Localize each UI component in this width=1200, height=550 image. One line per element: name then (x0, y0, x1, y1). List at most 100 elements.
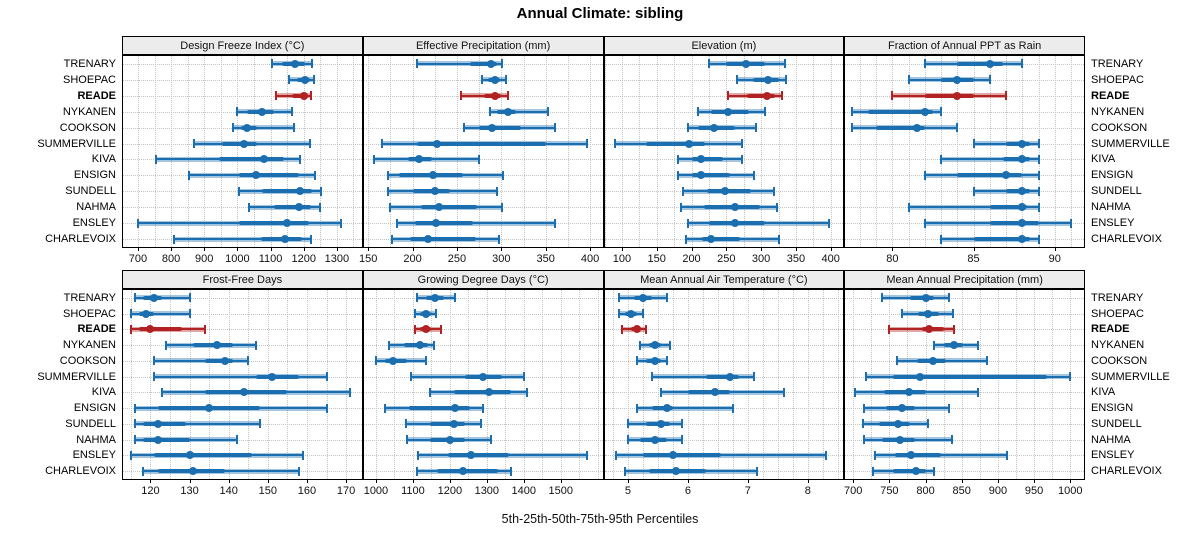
whisker-cap-5th (188, 170, 191, 180)
interquartile-bar-25-75 (691, 173, 730, 178)
gridline-vertical (287, 56, 289, 247)
gridline-vertical (908, 56, 910, 247)
whisker-cap-5th (153, 356, 156, 366)
gridline-vertical (726, 56, 728, 247)
whisker-cap-95th (495, 186, 498, 196)
whisker-line (973, 142, 1039, 145)
median-dot (730, 219, 739, 228)
gridline-vertical (130, 290, 132, 479)
whisker-cap-95th (665, 356, 668, 366)
whisker-cap-5th (488, 107, 491, 117)
gridline-vertical (621, 56, 623, 247)
whisker-line (154, 359, 249, 362)
whisker-line (489, 110, 549, 113)
gridline-horizontal (604, 345, 844, 347)
gridline-vertical (612, 290, 614, 479)
median-dot (1018, 203, 1027, 212)
whisker-cap-95th (1037, 170, 1040, 180)
median-dot (668, 451, 677, 460)
station-label-left: NAHMA (76, 433, 116, 446)
whisker-cap-95th (780, 91, 783, 101)
interquartile-bar-25-75 (989, 221, 1039, 226)
median-dot (258, 107, 267, 116)
gridline-horizontal (604, 423, 844, 425)
interquartile-bar-25-75 (421, 205, 478, 210)
gridline-vertical (150, 290, 152, 479)
axis-tick (997, 479, 999, 483)
whisker-cap-5th (614, 450, 617, 460)
axis-tick (560, 479, 562, 483)
station-label-right: NAHMA (1091, 433, 1131, 446)
axis-tick (691, 247, 693, 251)
whisker-cap-5th (697, 107, 700, 117)
whisker-cap-95th (755, 123, 758, 133)
panel-2: 150 200 250 300 350 400 (359, 55, 604, 265)
gridline-vertical (743, 56, 745, 247)
gridline-vertical (691, 56, 693, 247)
axis-tick (267, 479, 269, 483)
axis-tick (961, 479, 963, 483)
whisker-cap-5th (888, 324, 891, 334)
whisker-cap-95th (1037, 154, 1040, 164)
whisker-cap-5th (236, 107, 239, 117)
median-dot (725, 372, 734, 381)
median-dot (435, 203, 444, 212)
axis-tick (501, 247, 503, 251)
station-label-left: SUMMERVILLE (37, 137, 116, 150)
whisker-cap-95th (204, 324, 207, 334)
whisker-cap-95th (489, 435, 492, 445)
median-dot (953, 75, 962, 84)
interquartile-bar-25-75 (1006, 141, 1031, 146)
interquartile-bar-25-75 (409, 237, 477, 242)
median-dot (488, 123, 497, 132)
whisker-cap-95th (482, 403, 485, 413)
gridline-vertical (468, 290, 470, 479)
whisker-cap-95th (291, 107, 294, 117)
gridline-vertical (1034, 290, 1036, 479)
whisker-cap-5th (626, 435, 629, 445)
gridline-vertical (778, 56, 780, 247)
gridline-horizontal (845, 329, 1084, 331)
station-label-left: ENSLEY (72, 217, 116, 230)
whisker-cap-5th (687, 218, 690, 228)
whisker-cap-5th (687, 123, 690, 133)
axis-tick (150, 479, 152, 483)
station-label-right: SUMMERVILLE (1091, 370, 1170, 383)
gridline-vertical (1054, 56, 1056, 247)
median-dot (1018, 219, 1027, 228)
whisker-cap-95th (1005, 91, 1008, 101)
gridline-vertical (390, 56, 392, 247)
panel-7: 5 6 7 8 (603, 289, 845, 497)
whisker-cap-5th (386, 170, 389, 180)
whisker-cap-5th (923, 170, 926, 180)
axis-tick-label: 1300 (324, 253, 350, 265)
gridline-vertical (237, 56, 239, 247)
whisker-cap-95th (339, 218, 342, 228)
median-dot (421, 325, 430, 334)
axis-tick-label: 400 (821, 253, 840, 265)
interquartile-bar-25-75 (142, 437, 190, 442)
gridline-vertical (303, 56, 305, 247)
axis-tick (621, 247, 623, 251)
median-dot (154, 435, 163, 444)
gridline-horizontal (363, 423, 603, 425)
whisker-cap-5th (129, 324, 132, 334)
axis-tick (590, 247, 592, 251)
median-dot (449, 419, 458, 428)
whisker-cap-5th (676, 170, 679, 180)
gridline-horizontal (845, 471, 1084, 473)
whisker-cap-95th (585, 450, 588, 460)
gridline-vertical (137, 56, 139, 247)
interquartile-bar-25-75 (747, 93, 776, 98)
whisker-cap-5th (891, 91, 894, 101)
gridline-vertical (169, 290, 171, 479)
interquartile-bar-25-75 (867, 109, 933, 114)
axis-tick (1070, 479, 1072, 483)
median-dot (762, 91, 771, 100)
gridline-horizontal (363, 297, 603, 299)
whisker-cap-5th (463, 123, 466, 133)
gridline-horizontal (845, 191, 1084, 193)
whisker-cap-95th (940, 107, 943, 117)
median-dot (925, 325, 934, 334)
median-dot (296, 187, 305, 196)
